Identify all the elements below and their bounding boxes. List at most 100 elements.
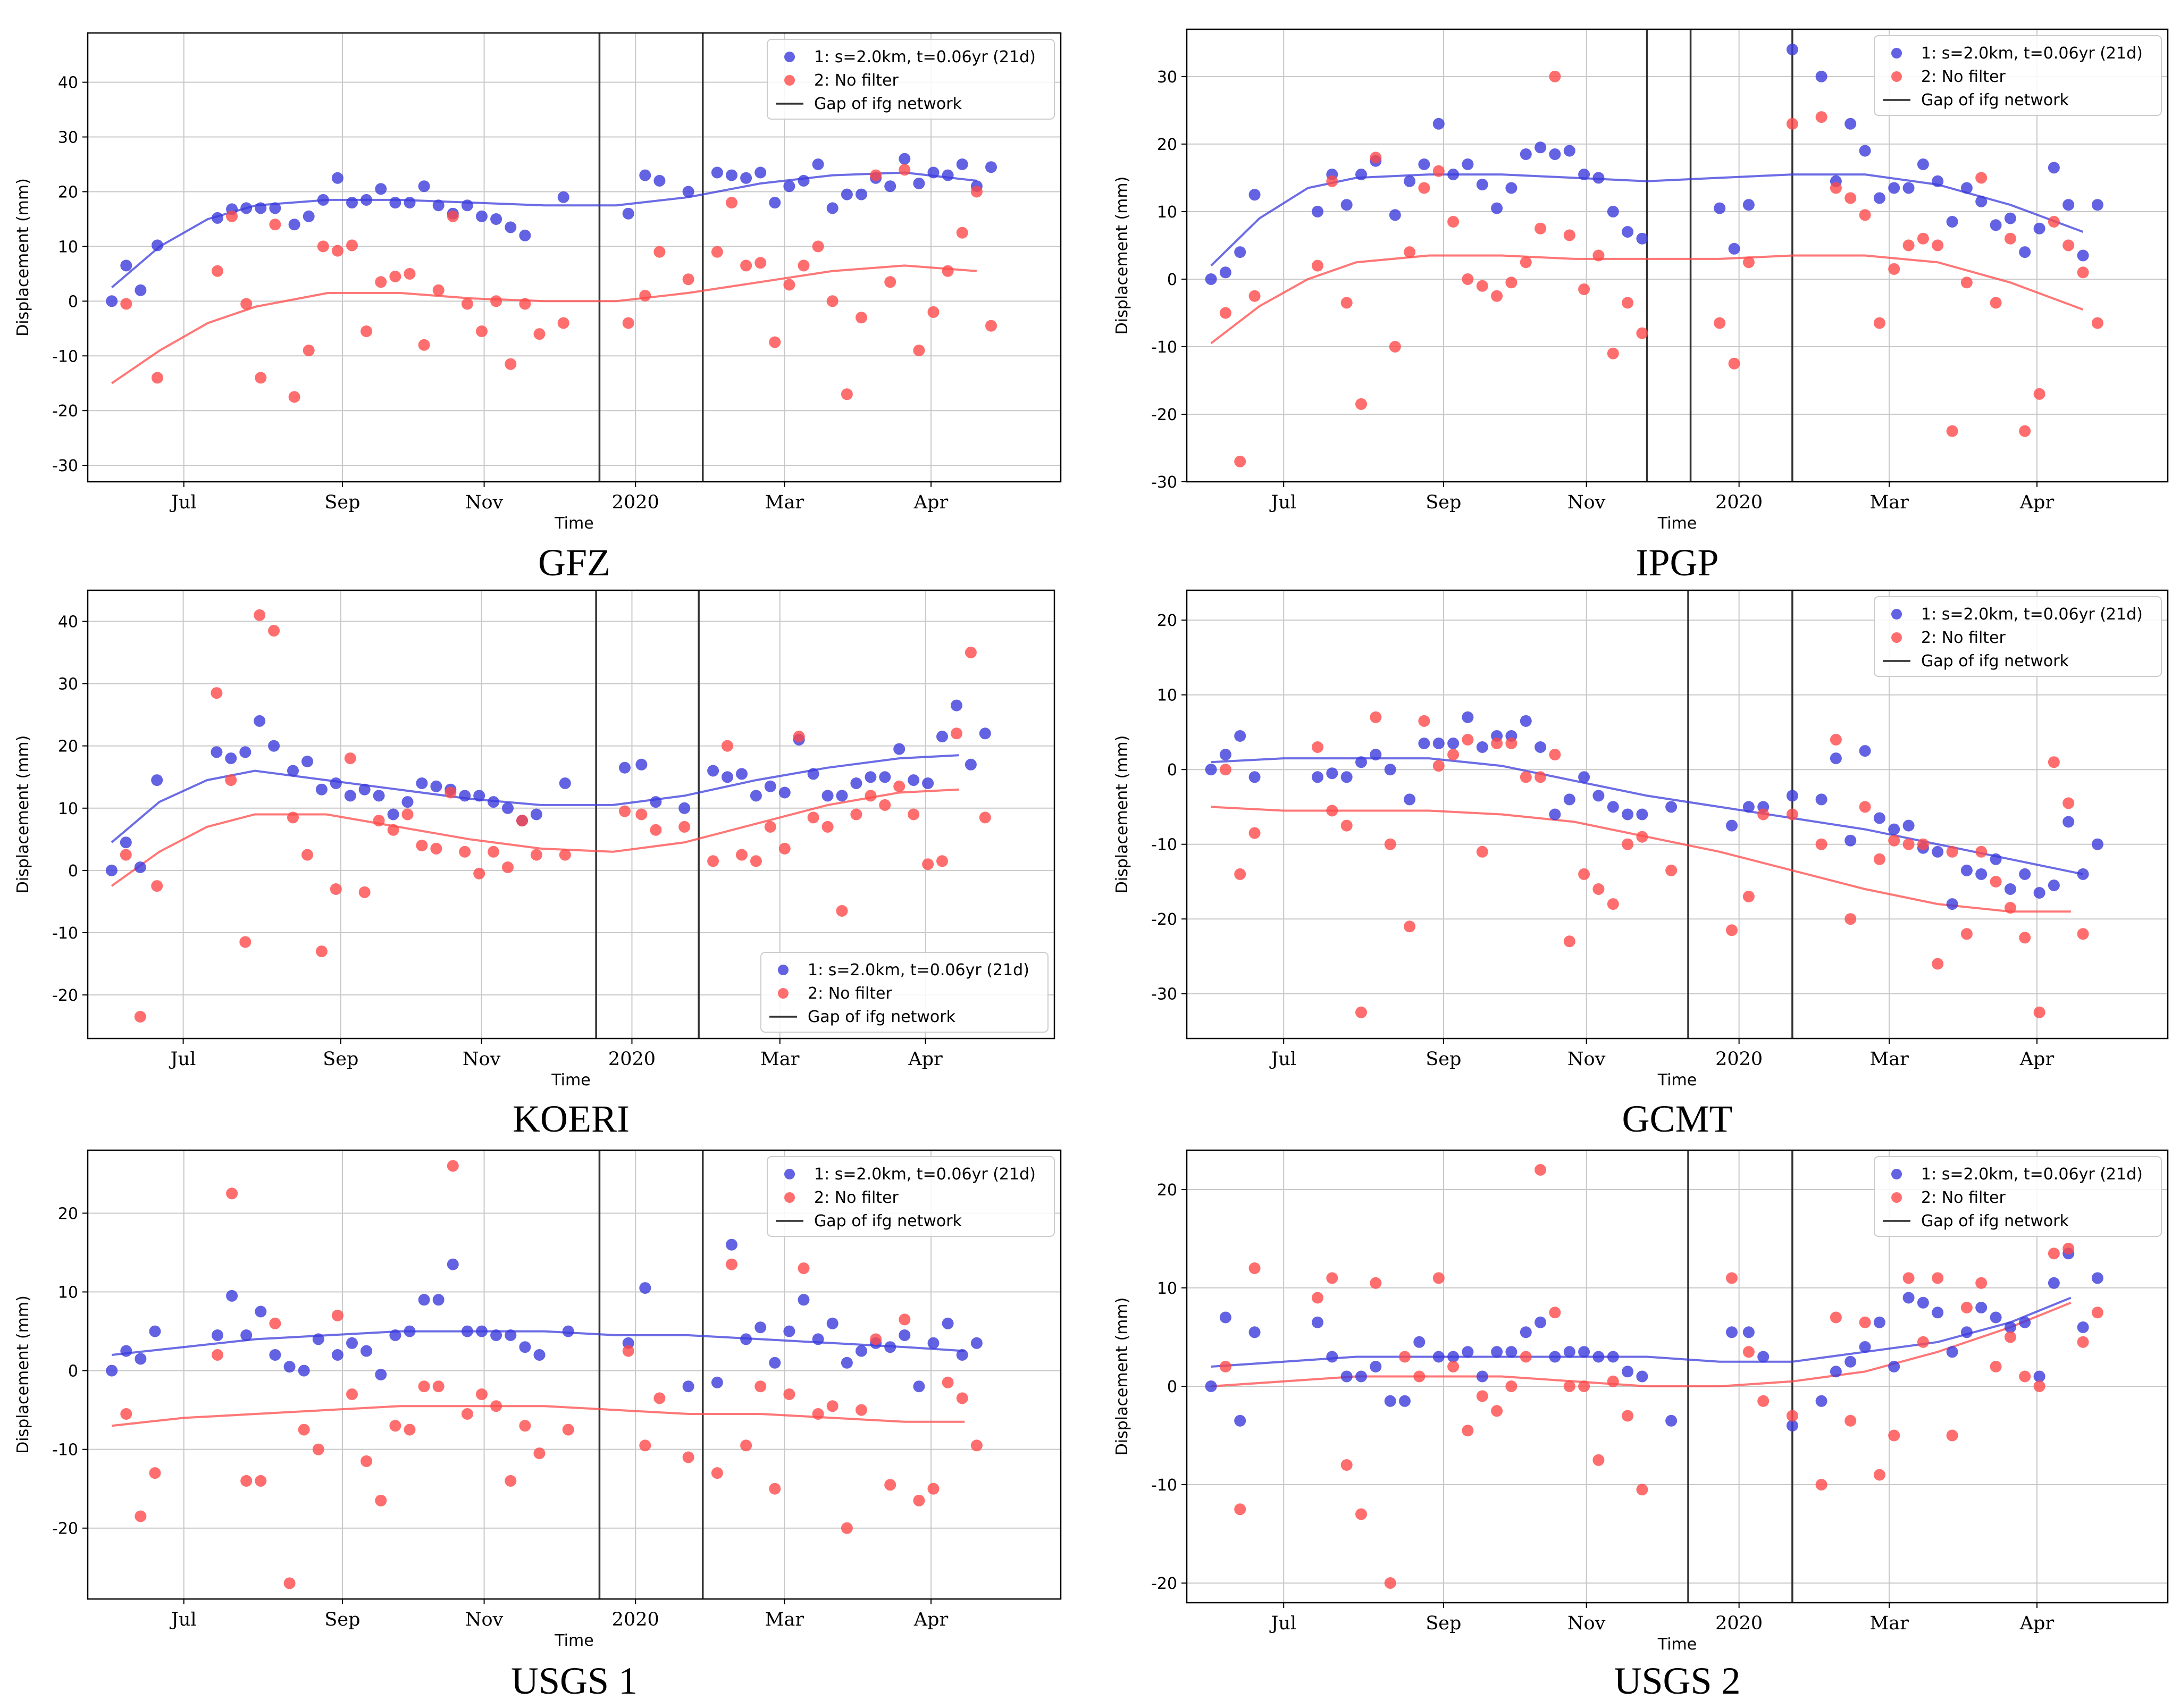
filtered-point xyxy=(2004,212,2016,224)
unfiltered-point xyxy=(979,811,991,824)
filtered-point xyxy=(2077,868,2089,880)
filtered-point xyxy=(1491,1346,1503,1358)
filtered-point xyxy=(783,1325,795,1337)
x-axis-title: Time xyxy=(554,1631,593,1650)
filtered-point xyxy=(269,1349,281,1361)
filtered-point xyxy=(1975,868,1988,880)
y-axis-title: Displacement (mm) xyxy=(1113,1297,1131,1456)
filtered-point xyxy=(1960,182,1973,194)
unfiltered-point xyxy=(1340,297,1353,309)
filtered-point xyxy=(358,783,371,796)
filtered-point xyxy=(389,197,401,209)
legend-box xyxy=(760,952,1049,1033)
unfiltered-point xyxy=(635,808,648,820)
panel-caption: USGS 1 xyxy=(511,1660,638,1702)
axes-frame xyxy=(87,32,1062,483)
filtered-point xyxy=(740,172,752,184)
x-axis-title: Time xyxy=(1657,1635,1697,1654)
filtered-point xyxy=(841,188,853,200)
filtered-point xyxy=(2019,246,2031,258)
filtered-point xyxy=(1384,764,1396,776)
x-tick-label: Apr xyxy=(2019,492,2055,513)
filtered-point xyxy=(1370,1361,1382,1372)
unfiltered-point xyxy=(226,210,238,222)
filtered-point xyxy=(120,836,132,849)
filtered-point xyxy=(1535,741,1547,753)
x-tick-label: Nov xyxy=(465,492,504,513)
filtered-point xyxy=(2004,883,2016,895)
y-tick-label: 30 xyxy=(58,675,78,694)
unfiltered-point xyxy=(870,169,882,181)
x-tick-label: Nov xyxy=(1567,492,1606,513)
filtered-point xyxy=(979,727,991,740)
filtered-fit-line xyxy=(1211,757,2084,875)
unfiltered-point xyxy=(416,840,428,851)
unfiltered-point xyxy=(1636,327,1648,339)
filtered-point xyxy=(135,1353,147,1365)
unfiltered-point xyxy=(1960,277,1973,289)
filtered-point xyxy=(473,790,485,802)
data-layer xyxy=(106,1160,983,1589)
legend-label-gap: Gap of ifg network xyxy=(1921,1212,2069,1230)
legend-marker-unfiltered xyxy=(784,1192,795,1203)
unfiltered-point xyxy=(1728,357,1740,370)
unfiltered-point xyxy=(1370,711,1382,723)
unfiltered-point xyxy=(821,820,834,833)
unfiltered-point xyxy=(287,811,299,824)
y-tick-label: -30 xyxy=(1151,473,1177,492)
unfiltered-point xyxy=(1312,1292,1323,1304)
unfiltered-point xyxy=(956,1392,968,1404)
unfiltered-point xyxy=(1404,246,1416,258)
unfiltered-point xyxy=(1404,920,1416,933)
unfiltered-point xyxy=(927,306,940,318)
unfiltered-point xyxy=(212,265,223,277)
filtered-point xyxy=(1636,808,1648,820)
unfiltered-point xyxy=(447,210,459,222)
unfiltered-point xyxy=(255,372,267,384)
y-axis-title: Displacement (mm) xyxy=(14,1295,32,1454)
data-layer xyxy=(105,609,991,1023)
filtered-point xyxy=(856,1345,867,1357)
unfiltered-point xyxy=(1520,1351,1532,1363)
legend-label-filtered: 1: s=2.0km, t=0.06yr (21d) xyxy=(1921,44,2143,63)
filtered-point xyxy=(1888,182,1900,194)
unfiltered-point xyxy=(226,1187,238,1200)
filtered-point xyxy=(404,197,416,209)
legend-label-filtered: 1: s=2.0km, t=0.06yr (21d) xyxy=(814,48,1036,66)
filtered-point xyxy=(1946,1346,1958,1358)
filtered-point xyxy=(269,202,281,214)
legend: 1: s=2.0km, t=0.06yr (21d) 2: No filter Ga… xyxy=(1874,1156,2162,1237)
filtered-point xyxy=(331,172,343,184)
unfiltered-point xyxy=(269,1317,281,1329)
filtered-point xyxy=(418,180,430,192)
x-tick-label: Nov xyxy=(1567,1049,1606,1070)
x-tick-label: Nov xyxy=(465,1609,504,1630)
unfiltered-point xyxy=(1873,853,1885,865)
filtered-point xyxy=(106,295,118,307)
x-tick-label: Mar xyxy=(765,492,804,513)
legend-label-unfiltered: 2: No filter xyxy=(1921,68,2006,86)
filtered-point xyxy=(401,796,414,808)
filtered-point xyxy=(226,1290,238,1302)
unfiltered-point xyxy=(1990,297,2002,309)
unfiltered-point xyxy=(447,1160,459,1172)
unfiltered-point xyxy=(360,1455,373,1467)
legend-marker-filtered xyxy=(784,52,795,62)
unfiltered-point xyxy=(1491,290,1503,302)
y-tick-label: -10 xyxy=(1151,836,1177,855)
unfiltered-point xyxy=(970,186,983,198)
filtered-point xyxy=(884,180,896,192)
filtered-point xyxy=(798,174,810,187)
filtered-point xyxy=(1859,745,1871,757)
unfiltered-point xyxy=(298,1424,310,1436)
filtered-point xyxy=(430,780,442,792)
chart-panel-3: Jul Sep Nov 2020 Mar Apr -20 -10 0 10 20 30 40 Time Di… xyxy=(14,589,1055,1140)
filtered-point xyxy=(1975,1302,1988,1313)
y-tick-label: 10 xyxy=(58,800,78,818)
unfiltered-point xyxy=(1578,1380,1590,1392)
y-tick-label: 0 xyxy=(1167,761,1177,780)
filtered-point xyxy=(389,1329,401,1341)
filtered-point xyxy=(899,153,911,165)
filtered-point xyxy=(1370,749,1382,761)
filtered-point xyxy=(778,786,791,799)
